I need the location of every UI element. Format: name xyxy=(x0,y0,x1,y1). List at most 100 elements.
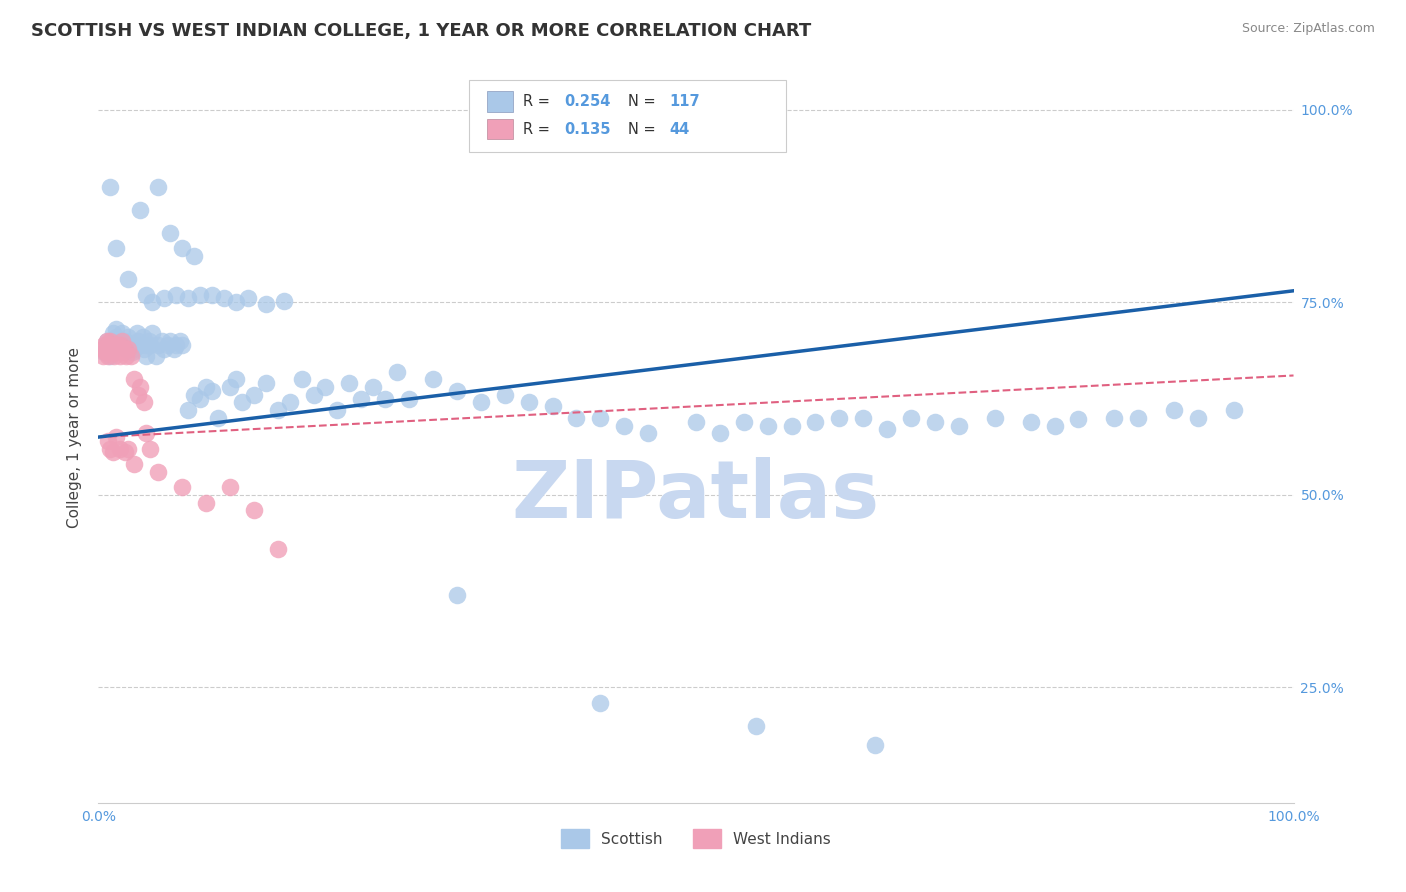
Point xyxy=(98,345,122,359)
Point xyxy=(94,345,117,359)
Point xyxy=(93,345,115,359)
Point xyxy=(172,480,194,494)
Point xyxy=(637,426,659,441)
Point xyxy=(121,345,143,359)
Point xyxy=(273,293,295,308)
Point xyxy=(104,337,127,351)
Point xyxy=(141,326,163,340)
Point xyxy=(91,342,114,356)
Point xyxy=(326,403,349,417)
Point xyxy=(105,430,128,444)
Point xyxy=(745,719,768,733)
Point xyxy=(105,322,128,336)
Point xyxy=(1163,403,1185,417)
Point xyxy=(97,342,120,356)
Y-axis label: College, 1 year or more: College, 1 year or more xyxy=(67,347,83,527)
Point xyxy=(589,410,612,425)
Point xyxy=(98,442,122,456)
Point xyxy=(117,342,139,356)
Text: R =: R = xyxy=(523,94,554,109)
Point xyxy=(101,445,124,459)
Point xyxy=(236,292,259,306)
Point xyxy=(374,392,396,406)
Point xyxy=(98,337,122,351)
Point xyxy=(105,330,128,344)
Point xyxy=(924,415,946,429)
Point xyxy=(195,495,218,509)
Text: N =: N = xyxy=(628,121,659,136)
Point xyxy=(565,410,588,425)
Point xyxy=(114,445,136,459)
Point xyxy=(517,395,540,409)
Point xyxy=(177,292,200,306)
Text: ZIPatlas: ZIPatlas xyxy=(512,457,880,534)
Point xyxy=(589,696,612,710)
Point xyxy=(108,349,131,363)
Point xyxy=(139,442,162,456)
Point xyxy=(183,249,205,263)
Point xyxy=(900,410,922,425)
Point xyxy=(101,326,124,340)
Point xyxy=(267,541,290,556)
Point xyxy=(129,337,152,351)
Point xyxy=(291,372,314,386)
Point xyxy=(188,287,211,301)
Point xyxy=(117,442,139,456)
Point xyxy=(948,418,970,433)
Point xyxy=(107,342,129,356)
Point xyxy=(108,334,131,348)
Point xyxy=(124,337,146,351)
Point xyxy=(111,334,134,348)
Point xyxy=(135,426,157,441)
Point xyxy=(129,380,152,394)
Point xyxy=(135,349,157,363)
Point xyxy=(97,342,120,356)
Point xyxy=(148,337,170,351)
Point xyxy=(96,334,118,348)
Point xyxy=(104,337,127,351)
Point xyxy=(117,337,139,351)
Text: 44: 44 xyxy=(669,121,690,136)
Point xyxy=(780,418,803,433)
Point xyxy=(111,345,134,359)
Point xyxy=(494,388,516,402)
Point xyxy=(117,330,139,344)
Point xyxy=(135,337,157,351)
Point xyxy=(148,179,170,194)
Point xyxy=(153,342,176,356)
Point xyxy=(613,418,636,433)
Point xyxy=(225,295,247,310)
Point xyxy=(115,349,138,363)
Point xyxy=(114,342,136,356)
Point xyxy=(150,334,173,348)
Point xyxy=(98,179,122,194)
Point xyxy=(98,337,121,351)
Text: R =: R = xyxy=(523,121,554,136)
Point xyxy=(1019,415,1042,429)
Point xyxy=(756,418,779,433)
Point xyxy=(135,287,157,301)
Point xyxy=(131,330,153,344)
Point xyxy=(385,365,409,379)
Point xyxy=(201,384,224,398)
Point xyxy=(804,415,827,429)
Point xyxy=(254,376,277,391)
Text: 0.135: 0.135 xyxy=(565,121,612,136)
Point xyxy=(398,392,420,406)
Point xyxy=(709,426,731,441)
Point xyxy=(98,349,122,363)
Point xyxy=(267,403,290,417)
Point xyxy=(110,337,132,351)
Point xyxy=(115,342,138,356)
Point xyxy=(129,202,152,217)
Point xyxy=(243,388,266,402)
Point xyxy=(120,349,142,363)
Point xyxy=(103,334,125,348)
Point xyxy=(188,392,211,406)
Point xyxy=(156,337,179,351)
Point xyxy=(91,349,114,363)
Point xyxy=(132,395,155,409)
FancyBboxPatch shape xyxy=(486,119,513,139)
Point xyxy=(169,334,191,348)
Point xyxy=(852,410,875,425)
